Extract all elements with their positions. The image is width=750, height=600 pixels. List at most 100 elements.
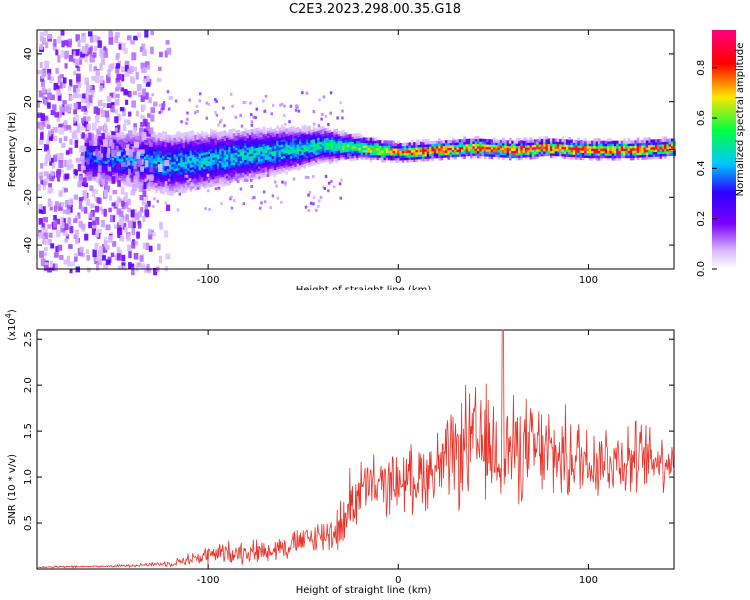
spectrogram-cell [86,142,90,146]
spectrogram-cell [305,143,309,147]
spectrogram-cell [237,146,241,150]
spectrogram-cell [191,144,195,149]
spectrogram-cell [467,141,471,145]
spectrogram-cell [280,127,284,131]
spectrogram-cell [116,73,122,80]
spectrogram-cell [190,182,194,186]
spectrogram-cell [618,140,622,144]
spectrogram-cell [360,154,364,158]
spectrogram-cell [239,177,243,181]
spectrogram-cell [251,145,254,149]
spectrogram-cell [636,142,640,146]
spectrogram-cell [121,177,124,181]
spectrogram-cell [362,146,366,151]
spectrogram-cell [408,149,412,153]
spectrogram-cell [303,160,307,164]
spectrogram-cell [369,144,373,148]
spectrogram-cell [326,149,330,153]
spectrogram-cell [132,138,136,143]
spectrogram-cell [173,148,177,153]
spectrogram-cell [168,166,172,170]
spectrogram-cell [150,164,154,168]
spectrogram-cell [239,160,243,164]
spectrogram-cell [328,144,332,148]
spectrogram-cell [86,149,90,153]
spectrogram-cell [246,168,250,172]
spectrogram-cell [666,143,669,147]
spectrogram-cell [602,152,606,156]
spectrogram-cell [431,143,434,147]
spectrogram-cell [374,144,377,149]
spectrogram-cell [513,142,517,147]
spectrogram-cell [620,150,624,154]
spectrogram-cell [426,157,430,162]
spectrogram-cell [124,202,129,209]
spectrogram-cell [194,187,197,191]
spectrogram-cell [276,168,279,172]
spectrogram-cell [522,154,526,158]
spectrogram-cell [114,116,119,124]
spectrogram-cell [39,61,43,68]
spectrogram-cell [385,142,389,146]
spectrogram-cell [150,229,154,234]
spectrogram-cell [194,137,197,141]
spectrogram-cell [98,165,102,173]
spectrogram-cell [216,167,220,172]
spectrogram-cell [253,152,256,156]
spectrogram-cell [317,141,320,145]
spectrogram-cell [447,151,450,156]
spectrogram-cell [219,167,222,171]
spectrogram-cell [107,172,110,177]
spectrogram-cell [86,168,90,172]
spectrogram-cell [572,144,576,148]
spectrogram-cell [262,143,266,147]
spectrogram-cell [221,173,225,178]
spectrogram-cell [118,143,122,147]
spectrogram-cell [349,141,352,145]
spectrogram-cell [166,187,170,191]
spectrogram-cell [189,142,193,147]
spectrogram-cell [253,150,256,154]
spectrogram-cell [401,147,405,151]
spectrogram-cell [73,70,77,76]
spectrogram-cell [515,150,519,154]
spectrogram-cell [138,210,142,218]
spectrogram-cell [607,150,610,154]
spectrogram-cell [194,161,197,165]
spectrogram-cell [408,144,412,148]
spectrogram-cell [159,133,163,137]
spectrogram-cell [424,150,428,155]
spectrogram-cell [618,152,622,156]
spectrogram-cell [292,152,295,156]
spectrogram-cell [383,140,387,144]
spectrogram-cell [150,154,154,159]
spectrogram-cell [230,195,233,199]
spectrogram-cell [330,131,334,135]
spectrogram-cell [227,177,231,181]
spectrogram-cell [200,137,204,142]
spectrogram-cell [189,174,193,178]
spectrogram-cell [246,134,250,139]
spectrogram-cell [212,142,215,146]
spectrogram-cell [563,151,567,155]
spectrogram-cell [317,156,320,160]
spectrogram-cell [239,167,243,171]
spectrogram-cell [162,140,165,144]
spectrogram-cell [314,132,318,137]
spectrogram-cell [586,152,590,156]
spectrogram-cell [639,144,642,149]
spectrogram-cell [140,166,144,172]
spectrogram-cell [392,147,396,151]
spectrogram-cell [65,150,70,155]
spectrogram-cell [109,92,114,98]
spectrogram-cell [634,142,638,146]
spectrogram-cell [140,114,145,120]
spectrogram-cell [547,138,551,142]
spectrogram-cell [390,140,393,144]
spectrogram-cell [189,131,193,135]
spectrogram-cell [64,40,69,46]
spectrogram-cell [226,139,229,143]
spectrogram-cell [321,159,325,163]
spectrogram-cell [194,172,197,177]
spectrogram-cell [189,133,193,137]
